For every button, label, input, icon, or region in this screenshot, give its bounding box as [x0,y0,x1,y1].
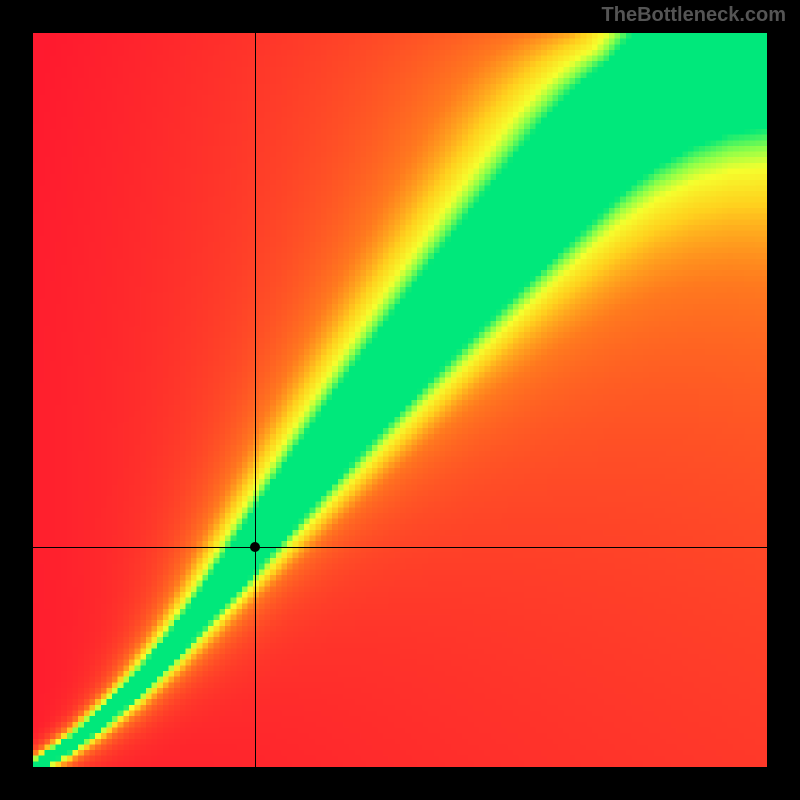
data-point-marker [250,542,260,552]
watermark-text: TheBottleneck.com [602,4,786,27]
crosshair-vertical [255,33,256,767]
heatmap-plot [33,33,767,767]
crosshair-horizontal [33,547,767,548]
heatmap-canvas [33,33,767,767]
